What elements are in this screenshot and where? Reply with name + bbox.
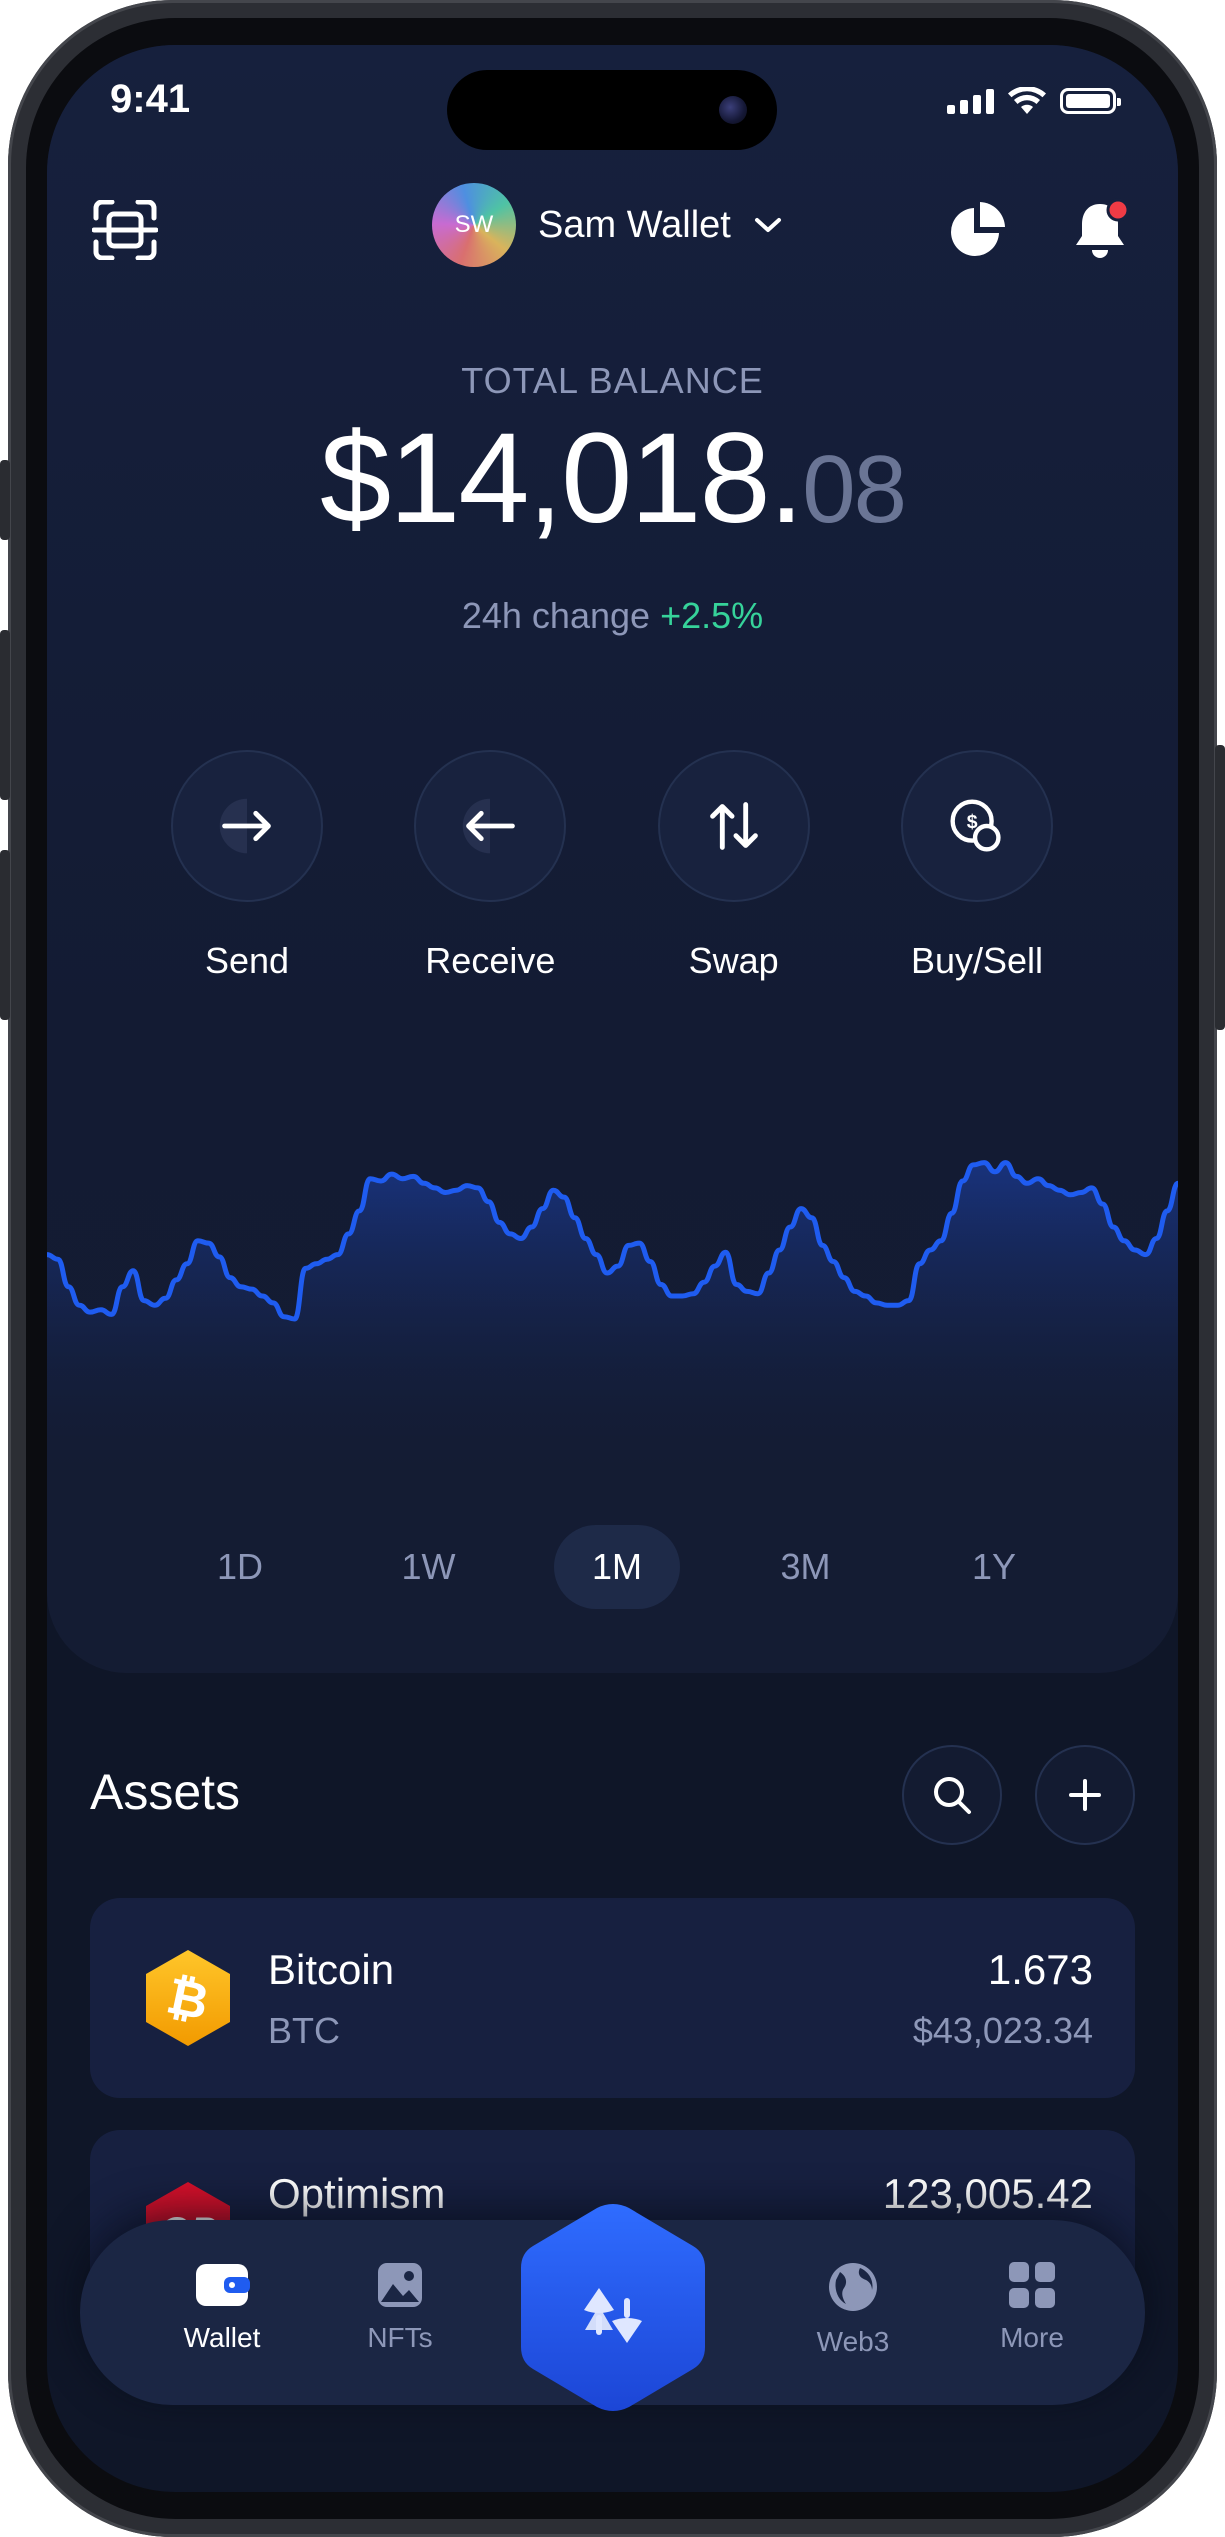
chart-area: [47, 1162, 1178, 1475]
balance-label: TOTAL BALANCE: [461, 360, 764, 401]
total-balance: $14,018.08: [47, 415, 1178, 543]
balance-whole: $14,018.: [319, 407, 804, 550]
tab-label: Web3: [816, 2326, 890, 2357]
time-range-selector: 1D 1W 1M 3M 1Y: [177, 1525, 1057, 1609]
wifi-icon: [1008, 87, 1046, 114]
scan-icon[interactable]: [90, 195, 160, 265]
asset-amount: 123,005.42: [882, 2170, 1093, 2217]
action-row: Send Receive Swap: [142, 750, 1082, 982]
trade-button[interactable]: [517, 2200, 709, 2415]
swap-arrows-icon: [709, 802, 758, 850]
receive-circle: [414, 750, 567, 902]
range-1d[interactable]: 1D: [216, 1546, 264, 1587]
buy-sell-circle: $: [900, 750, 1053, 902]
add-asset-button[interactable]: [1035, 1745, 1135, 1845]
signal-icon: [947, 88, 994, 114]
app-screen: 9:41 SW Sam Wallet: [47, 45, 1178, 2492]
chevron-down-icon: [754, 218, 781, 232]
send-label: Send: [204, 940, 290, 981]
wallet-icon: [196, 2264, 250, 2306]
bell-icon[interactable]: [1065, 195, 1135, 265]
coins-dollar-icon: $: [950, 799, 1001, 852]
arrow-right-icon: [219, 798, 271, 854]
asset-symbol: BTC: [268, 2010, 340, 2051]
account-switcher[interactable]: SW Sam Wallet: [432, 183, 783, 267]
swap-label: Swap: [688, 940, 779, 981]
send-circle: [171, 750, 323, 902]
tab-nfts[interactable]: NFTs: [330, 2260, 470, 2354]
asset-amount: 1.673: [987, 1946, 1093, 1993]
change-row: 24h change +2.5%: [47, 595, 1178, 637]
battery-icon: [1060, 88, 1121, 114]
dynamic-island: [447, 70, 777, 150]
status-time: 9:41: [110, 77, 191, 121]
tab-wallet[interactable]: Wallet: [152, 2260, 292, 2354]
plus-icon: [1069, 1779, 1101, 1811]
asset-name: Bitcoin: [268, 1946, 395, 1993]
chart-line: [47, 1160, 1178, 1322]
image-icon: [378, 2263, 422, 2307]
arrow-left-icon: [463, 798, 516, 854]
tab-label: More: [1000, 2322, 1064, 2353]
buy-sell-label: Buy/Sell: [910, 940, 1044, 981]
asset-value: $43,023.34: [912, 2010, 1093, 2051]
search-assets-button[interactable]: [902, 1745, 1002, 1845]
tab-more[interactable]: More: [962, 2260, 1102, 2354]
range-1y[interactable]: 1Y: [971, 1546, 1017, 1587]
buy-sell-button[interactable]: $ Buy/Sell: [872, 750, 1082, 982]
swap-circle: [657, 750, 810, 902]
receive-button[interactable]: Receive: [385, 750, 595, 982]
bitcoin-icon: ₿: [146, 1950, 230, 2046]
asset-name: Optimism: [268, 2170, 446, 2217]
tab-label: Wallet: [183, 2322, 261, 2353]
globe-icon: [829, 2263, 877, 2311]
side-button: [0, 460, 10, 540]
tab-label: NFTs: [367, 2322, 433, 2353]
grid-icon: [1009, 2262, 1055, 2308]
svg-text:$: $: [967, 811, 978, 833]
balance-chart: [47, 1160, 1178, 1475]
receive-label: Receive: [425, 940, 556, 981]
range-1w[interactable]: 1W: [401, 1546, 456, 1587]
account-name: Sam Wallet: [538, 203, 731, 246]
pie-chart-icon[interactable]: [942, 195, 1012, 265]
send-button[interactable]: Send: [142, 750, 352, 982]
avatar: SW: [432, 183, 516, 267]
side-button: [1215, 745, 1225, 1030]
range-1m[interactable]: 1M: [554, 1525, 680, 1609]
swap-button[interactable]: Swap: [629, 750, 839, 982]
search-icon: [934, 1777, 971, 1814]
change-label: 24h change: [461, 595, 651, 636]
balance-decimals: 08: [802, 436, 907, 543]
range-3m[interactable]: 3M: [780, 1546, 831, 1587]
tab-web3[interactable]: Web3: [783, 2260, 923, 2358]
assets-title: Assets: [90, 1764, 241, 1820]
asset-row-bitcoin[interactable]: ₿ Bitcoin BTC 1.673 $43,023.34: [90, 1898, 1135, 2098]
camera-icon: [719, 96, 747, 124]
side-button: [0, 850, 10, 1020]
change-value: +2.5%: [660, 595, 764, 636]
side-button: [0, 630, 10, 800]
status-icons: [947, 87, 1121, 115]
